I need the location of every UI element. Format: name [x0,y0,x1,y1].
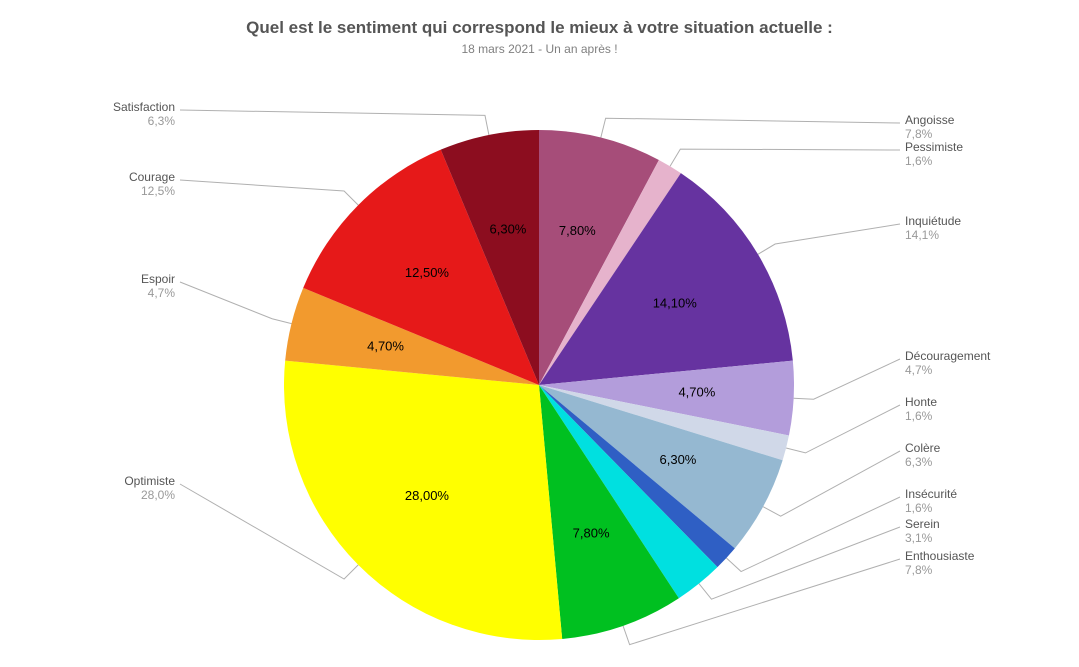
ext-label-name: Courage [129,171,175,185]
slice-pct-label: 4,70% [678,385,715,400]
ext-label-pct: 4,7% [141,287,175,301]
ext-label: Honte1,6% [905,396,937,424]
ext-label-pct: 1,6% [905,155,963,169]
leader-line [180,180,358,205]
ext-label-pct: 28,0% [124,489,175,503]
ext-label-pct: 7,8% [905,564,974,578]
slice-pct-label: 14,10% [653,295,698,310]
ext-label-name: Découragement [905,350,990,364]
leader-line [786,405,900,453]
leader-line [180,282,292,324]
ext-label-pct: 12,5% [129,185,175,199]
ext-label-name: Inquiétude [905,215,961,229]
leader-line [601,118,900,137]
pie-chart-container: Quel est le sentiment qui correspond le … [0,0,1079,667]
slice-pct-label: 28,00% [405,488,450,503]
slice-pct-label: 6,30% [490,221,527,236]
ext-label-pct: 6,3% [113,115,175,129]
slice-pct-label: 4,70% [367,338,404,353]
leader-line [670,149,900,166]
ext-label-name: Honte [905,396,937,410]
ext-label-pct: 1,6% [905,410,937,424]
ext-label: Insécurité1,6% [905,488,957,516]
leader-line [794,359,900,399]
slice-pct-label: 12,50% [405,265,450,280]
slice-pct-label: 6,30% [660,452,697,467]
ext-label: Satisfaction6,3% [113,101,175,129]
ext-label-name: Enthousiaste [905,550,974,564]
ext-label-pct: 6,3% [905,456,940,470]
ext-label-name: Colère [905,442,940,456]
ext-label-name: Satisfaction [113,101,175,115]
leader-line [180,110,489,135]
ext-label-name: Angoisse [905,114,954,128]
ext-label-pct: 3,1% [905,532,940,546]
ext-label: Découragement4,7% [905,350,990,378]
ext-label: Pessimiste1,6% [905,141,963,169]
ext-label: Enthousiaste7,8% [905,550,974,578]
ext-label-name: Espoir [141,273,175,287]
ext-label-pct: 4,7% [905,364,990,378]
ext-label-name: Insécurité [905,488,957,502]
ext-label-name: Pessimiste [905,141,963,155]
ext-label: Colère6,3% [905,442,940,470]
ext-label-name: Serein [905,518,940,532]
ext-label-pct: 14,1% [905,229,961,243]
ext-label: Inquiétude14,1% [905,215,961,243]
ext-label-pct: 1,6% [905,502,957,516]
ext-label: Angoisse7,8% [905,114,954,142]
ext-label: Espoir4,7% [141,273,175,301]
ext-label: Courage12,5% [129,171,175,199]
ext-label: Optimiste28,0% [124,475,175,503]
leader-line [758,224,900,254]
slice-pct-label: 7,80% [559,223,596,238]
slice-pct-label: 7,80% [573,526,610,541]
ext-label-name: Optimiste [124,475,175,489]
ext-label: Serein3,1% [905,518,940,546]
